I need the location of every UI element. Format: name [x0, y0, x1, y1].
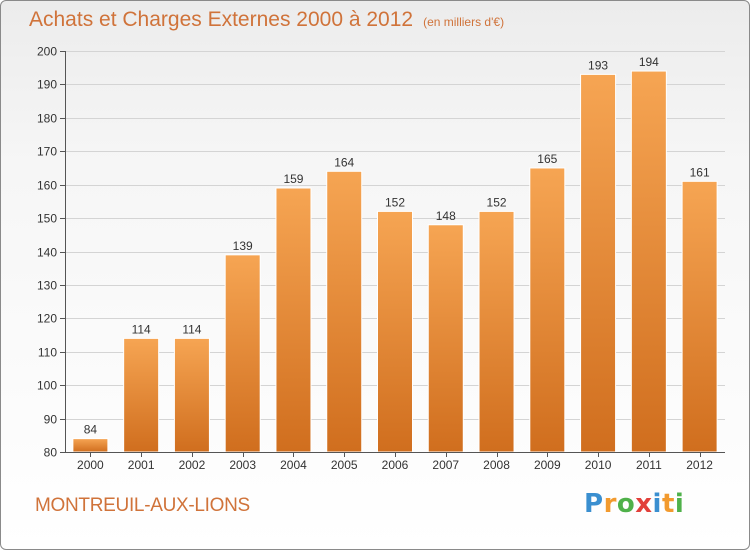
x-tick-label: 2001 [128, 458, 155, 472]
logo-letter: t [661, 489, 675, 519]
bar-value-label: 148 [436, 209, 456, 223]
y-tick-label: 100 [37, 379, 57, 393]
x-tick-label: 2006 [382, 458, 409, 472]
y-tick-label: 120 [37, 312, 57, 326]
bar [173, 337, 210, 453]
x-tick-label: 2003 [229, 458, 256, 472]
commune-name: MONTREUIL-AUX-LIONS [35, 495, 250, 516]
bar-value-label: 152 [487, 195, 507, 209]
x-tick-label: 2011 [636, 458, 662, 472]
x-axis: 2000 2001 2002 2003 2004 2005 2006 2007 2008 2009… [65, 452, 725, 472]
x-tick-label: 2005 [331, 458, 358, 472]
chart-unit: (en milliers d'€) [423, 15, 505, 29]
y-tick-label: 200 [37, 45, 57, 59]
bar [529, 167, 566, 453]
bar-value-label: 114 [182, 322, 201, 336]
x-tick-label: 2002 [179, 458, 206, 472]
bar-value-label: 139 [233, 239, 253, 253]
logo-letter: r [603, 489, 617, 519]
chart-title-text: Achats et Charges Externes 2000 à 2012 [29, 8, 414, 31]
chart-title: Achats et Charges Externes 2000 à 2012 (e… [29, 8, 504, 32]
bar-value-label: 159 [283, 172, 303, 186]
bar [275, 187, 312, 453]
y-tick-label: 140 [37, 246, 57, 260]
bar [580, 73, 617, 453]
bar [478, 210, 515, 453]
y-tick-label: 90 [44, 413, 58, 427]
x-tick-label: 2010 [585, 458, 612, 472]
logo-letter: x [635, 489, 653, 519]
bar [326, 170, 363, 453]
bar [377, 210, 413, 453]
y-tick-label: 150 [37, 212, 57, 226]
y-tick-label: 130 [37, 279, 57, 293]
y-axis: 80 90 100 110 120 130 140 150 160 170 180 190 200 [37, 45, 66, 460]
y-tick-label: 110 [38, 346, 57, 360]
y-tick-label: 160 [37, 179, 57, 193]
bar-value-label: 161 [690, 165, 710, 179]
x-tick-label: 2004 [280, 458, 307, 472]
logo-letter: P [584, 489, 604, 519]
bar [681, 180, 718, 453]
logo-letter: i [652, 489, 662, 519]
bar [427, 224, 464, 453]
x-tick-label: 2008 [483, 458, 510, 472]
logo-letter: i [674, 489, 685, 519]
x-tick-label: 2007 [432, 458, 459, 472]
proxiti-logo[interactable]: Proxiti [584, 489, 684, 519]
bar-value-label: 193 [588, 58, 608, 72]
y-tick-label: 170 [37, 145, 57, 159]
bars: 84 114 114 139 159 164 152 148 152 165 193 194 161 [72, 55, 718, 453]
x-tick-label: 2000 [77, 458, 104, 472]
x-tick-label: 2009 [534, 458, 561, 472]
bar [630, 70, 667, 453]
bar-value-label: 84 [84, 423, 98, 437]
bar-value-label: 164 [334, 155, 354, 169]
bar-value-label: 194 [639, 55, 659, 69]
y-tick-label: 80 [44, 446, 58, 460]
bar-value-label: 114 [132, 322, 151, 336]
y-tick-label: 180 [37, 112, 57, 126]
bar [123, 337, 160, 453]
y-tick-label: 190 [37, 78, 57, 92]
x-tick-label: 2012 [686, 458, 713, 472]
bar-value-label: 152 [385, 195, 405, 209]
bar [72, 438, 109, 453]
bar-value-label: 165 [537, 152, 557, 166]
logo-letter: o [616, 489, 636, 519]
bar [224, 254, 261, 453]
